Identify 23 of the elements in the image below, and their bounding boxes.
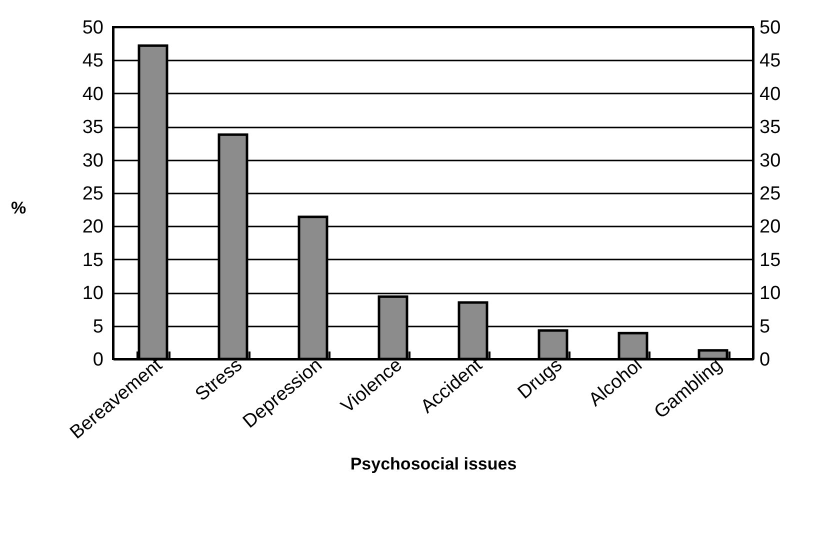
y-tick-label: 20 [82, 216, 104, 238]
y2-tick-label: 5 [760, 316, 770, 338]
x-axis-title: Psychosocial issues [350, 454, 517, 474]
y-tick-label: 15 [82, 250, 104, 271]
y-axis-title: % [10, 198, 26, 218]
y2-tick-label: 20 [760, 216, 781, 238]
y-tick-label: 10 [82, 283, 104, 304]
y-tick-label: 35 [82, 117, 104, 138]
y-tick-label: 50 [82, 18, 104, 38]
y2-tick-label: 25 [760, 184, 781, 204]
y-tick-label: 45 [82, 50, 104, 72]
y-tick-label: 30 [82, 150, 104, 172]
y2-tick-label: 35 [760, 117, 781, 138]
y2-tick-label: 30 [760, 150, 781, 172]
y-tick-label: 25 [82, 184, 104, 204]
y-tick-label: 5 [92, 316, 104, 338]
y2-tick-label: 50 [760, 18, 781, 38]
y2-tick-label: 15 [760, 250, 781, 271]
y2-tick-label: 0 [760, 350, 770, 370]
y2-tick-label: 40 [760, 84, 781, 105]
y-tick-label: 40 [82, 84, 104, 105]
y2-tick-label: 45 [760, 50, 781, 72]
y2-tick-label: 10 [760, 283, 781, 304]
